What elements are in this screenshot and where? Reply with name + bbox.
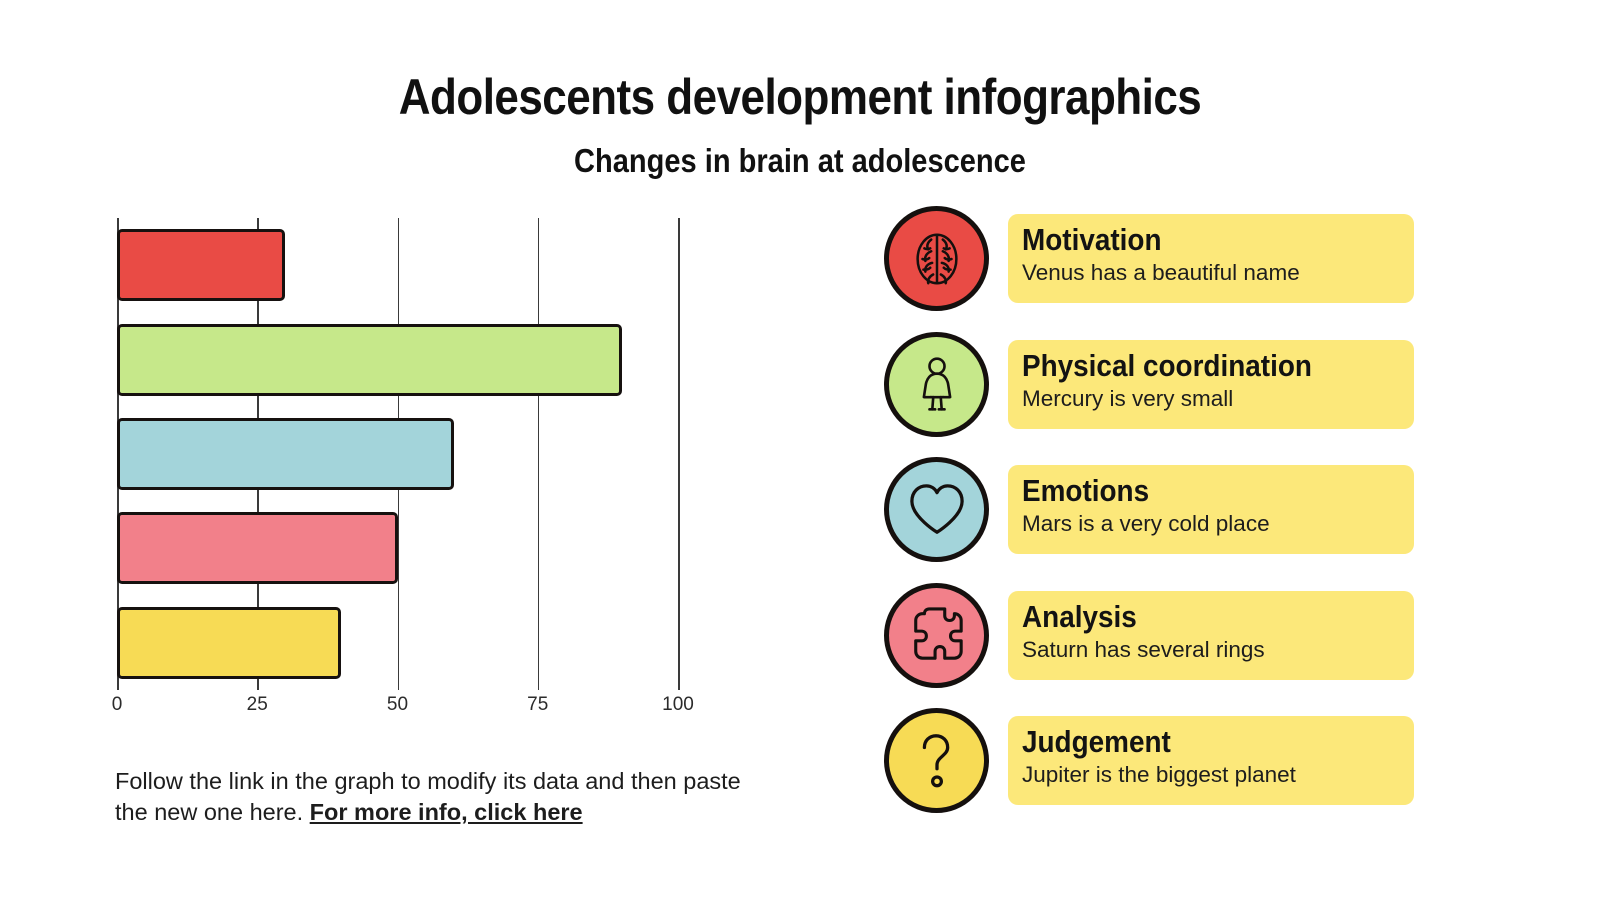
puzzle-piece-icon bbox=[884, 582, 989, 688]
item-description: Mars is a very cold place bbox=[1022, 511, 1270, 536]
bar-row bbox=[117, 418, 454, 490]
item-description: Jupiter is the biggest planet bbox=[1022, 762, 1296, 787]
list-item[interactable]: Emotions Mars is a very cold place bbox=[884, 457, 1414, 562]
item-card[interactable]: Judgement Jupiter is the biggest planet bbox=[1008, 716, 1414, 805]
bar-motivation bbox=[117, 229, 286, 302]
bar-row bbox=[117, 512, 398, 585]
item-title: Judgement bbox=[1022, 724, 1171, 759]
more-info-link[interactable]: For more info, click here bbox=[309, 799, 583, 825]
bar-emotions bbox=[117, 418, 454, 490]
x-tick-label: 50 bbox=[386, 694, 409, 715]
brain-icon bbox=[884, 206, 989, 311]
item-description: Mercury is very small bbox=[1022, 385, 1234, 411]
item-title: Motivation bbox=[1022, 222, 1162, 257]
list-item[interactable]: Judgement Jupiter is the biggest planet bbox=[884, 708, 1414, 813]
feature-list: Motivation Venus has a beautiful name Phys… bbox=[884, 206, 1414, 831]
x-tick-label: 25 bbox=[246, 694, 268, 715]
bar-row bbox=[117, 323, 622, 396]
bar-judgement bbox=[117, 606, 342, 679]
item-title: Physical coordination bbox=[1022, 347, 1312, 383]
caption-text: Follow the link in the graph to modify i… bbox=[115, 768, 741, 825]
item-title: Emotions bbox=[1022, 473, 1150, 508]
gridline bbox=[678, 218, 680, 690]
page-title: Adolescents development infographics bbox=[398, 69, 1202, 125]
x-axis-labels: 0 25 50 75 100 bbox=[112, 694, 694, 724]
gridline bbox=[537, 218, 540, 690]
page-subtitle: Changes in brain at adolescence bbox=[574, 142, 1026, 179]
chart-caption: Follow the link in the graph to modify i… bbox=[115, 766, 770, 828]
header: Adolescents development infographics Cha… bbox=[0, 0, 1600, 180]
item-title: Analysis bbox=[1022, 598, 1137, 634]
question-mark-icon bbox=[884, 708, 989, 813]
x-tick-label: 75 bbox=[527, 694, 549, 715]
item-card[interactable]: Physical coordination Mercury is very sma… bbox=[1008, 339, 1414, 429]
x-tick-label: 100 bbox=[662, 694, 694, 715]
x-tick-label: 0 bbox=[111, 694, 123, 715]
bar-analysis bbox=[117, 512, 398, 585]
bar-chart bbox=[117, 218, 680, 690]
item-description: Saturn has several rings bbox=[1022, 636, 1265, 662]
person-icon bbox=[884, 331, 989, 437]
item-description: Venus has a beautiful name bbox=[1022, 260, 1300, 285]
list-item[interactable]: Physical coordination Mercury is very sma… bbox=[884, 331, 1414, 437]
item-card[interactable]: Motivation Venus has a beautiful name bbox=[1008, 214, 1414, 303]
item-card[interactable]: Emotions Mars is a very cold place bbox=[1008, 465, 1414, 554]
bar-row bbox=[117, 229, 286, 302]
list-item[interactable]: Analysis Saturn has several rings bbox=[884, 582, 1414, 688]
list-item[interactable]: Motivation Venus has a beautiful name bbox=[884, 206, 1414, 311]
bar-row bbox=[117, 606, 342, 679]
bar-physical-coordination bbox=[117, 323, 622, 396]
item-card[interactable]: Analysis Saturn has several rings bbox=[1008, 590, 1414, 680]
heart-icon bbox=[884, 457, 989, 562]
